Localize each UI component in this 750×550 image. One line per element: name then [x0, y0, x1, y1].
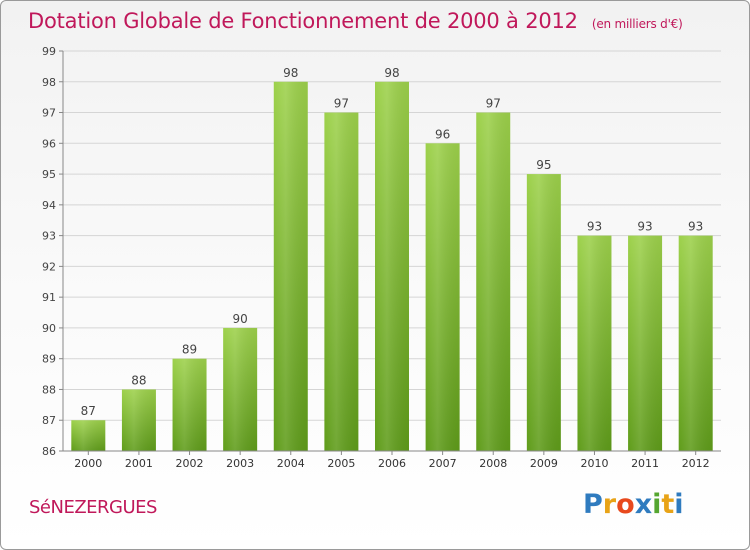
x-tick-label-2004: 2004: [277, 457, 305, 470]
x-tick-label-2007: 2007: [429, 457, 457, 470]
y-tick-label: 99: [42, 45, 56, 58]
bar-shine-2008: [476, 112, 511, 452]
bar-shine-2004: [273, 81, 308, 452]
bar-shine-2002: [172, 358, 207, 451]
x-tick-label-2008: 2008: [479, 457, 507, 470]
y-tick-label: 89: [42, 353, 56, 366]
logo-letter: i: [674, 489, 684, 520]
logo-letter: P: [583, 489, 603, 520]
x-tick-label-2010: 2010: [580, 457, 608, 470]
x-tick-label-2000: 2000: [74, 457, 102, 470]
bar-shine-2012: [678, 235, 713, 451]
data-label-2011: 93: [637, 220, 652, 234]
x-tick-label-2011: 2011: [631, 457, 659, 470]
bar-shine-2011: [628, 235, 663, 451]
data-label-2010: 93: [587, 220, 602, 234]
y-tick-label: 98: [42, 76, 56, 89]
data-label-2004: 98: [283, 66, 298, 80]
x-tick-label-2012: 2012: [682, 457, 710, 470]
data-label-2012: 93: [688, 220, 703, 234]
logo-letter: t: [661, 489, 675, 520]
data-label-2008: 97: [486, 97, 501, 111]
logo-letter: x: [634, 489, 653, 520]
y-tick-label: 96: [42, 137, 56, 150]
y-tick-label: 95: [42, 168, 56, 181]
data-label-2009: 95: [536, 158, 551, 172]
bar-shine-2007: [425, 143, 460, 452]
y-tick-label: 93: [42, 230, 56, 243]
commune-name: SéNEZERGUES: [29, 497, 157, 518]
data-label-2006: 98: [384, 66, 399, 80]
x-tick-label-2001: 2001: [125, 457, 153, 470]
data-label-2000: 87: [81, 404, 96, 418]
logo-letter: o: [616, 489, 635, 520]
x-tick-label-2003: 2003: [226, 457, 254, 470]
x-tick-label-2006: 2006: [378, 457, 406, 470]
bar-shine-2003: [223, 327, 258, 451]
bar-shine-2010: [577, 235, 612, 451]
bar-shine-2001: [121, 389, 156, 451]
y-tick-label: 92: [42, 260, 56, 273]
data-label-2001: 88: [131, 373, 146, 387]
proxiti-logo: Proxiti: [583, 489, 684, 520]
bar-shine-2009: [526, 174, 561, 452]
y-tick-label: 90: [42, 322, 56, 335]
logo-letter: r: [602, 489, 617, 520]
data-label-2005: 97: [334, 97, 349, 111]
bar-shine-2006: [375, 81, 409, 452]
y-tick-label: 94: [42, 199, 56, 212]
chart-title: Dotation Globale de Fonctionnement de 20…: [28, 9, 683, 33]
bar-shine-2000: [71, 420, 106, 451]
logo-letter: i: [652, 489, 662, 520]
data-label-2003: 90: [233, 312, 248, 326]
y-tick-label: 91: [42, 291, 56, 304]
x-tick-label-2005: 2005: [327, 457, 355, 470]
y-tick-label: 86: [42, 445, 56, 458]
x-tick-label-2002: 2002: [176, 457, 204, 470]
y-tick-label: 88: [42, 383, 56, 396]
y-tick-label: 97: [42, 107, 56, 120]
chart-title-text: Dotation Globale de Fonctionnement de 20…: [28, 9, 578, 33]
bar-shine-2005: [324, 112, 359, 452]
data-label-2002: 89: [182, 343, 197, 357]
data-label-2007: 96: [435, 127, 450, 141]
x-tick-label-2009: 2009: [530, 457, 558, 470]
y-tick-label: 87: [42, 414, 56, 427]
chart-subtitle: (en milliers d'€): [591, 17, 683, 31]
